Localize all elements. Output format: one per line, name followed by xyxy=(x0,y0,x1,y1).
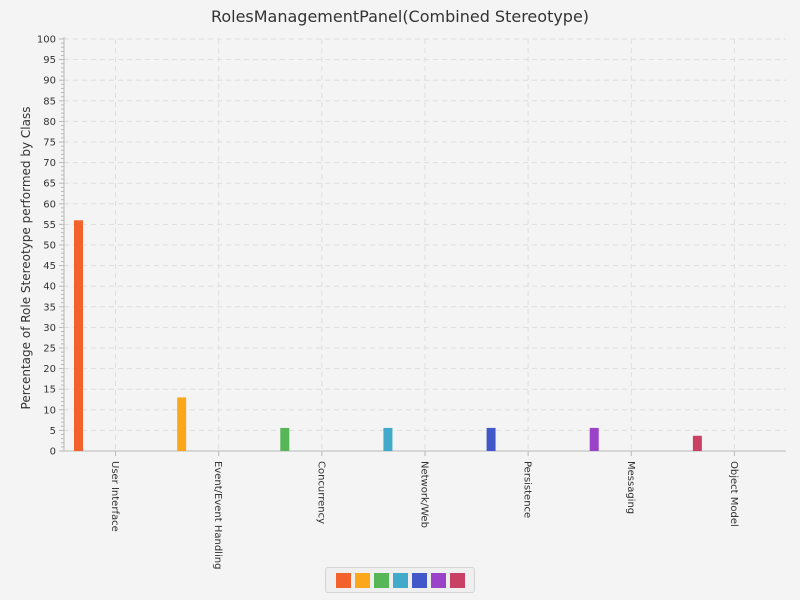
legend-swatch xyxy=(411,572,427,588)
legend-swatch xyxy=(430,572,446,588)
legend-swatch xyxy=(392,572,408,588)
bar xyxy=(692,435,702,451)
y-tick-label: 85 xyxy=(43,96,56,107)
bar xyxy=(589,427,599,451)
y-axis-label: Percentage of Role Stereotype performed … xyxy=(19,107,33,410)
y-tick-label: 15 xyxy=(43,385,56,396)
y-tick-label: 30 xyxy=(43,323,56,334)
legend-swatch xyxy=(335,572,351,588)
bar xyxy=(280,427,290,451)
y-tick-label: 75 xyxy=(43,138,56,149)
y-tick-label: 45 xyxy=(43,261,56,272)
chart-title: RolesManagementPanel(Combined Stereotype… xyxy=(210,7,590,26)
bars xyxy=(74,220,702,451)
y-tick-label: 10 xyxy=(43,405,56,416)
x-tick-label: Network/Web xyxy=(419,461,430,528)
legend-swatch xyxy=(354,572,370,588)
y-tick-label: 25 xyxy=(43,344,56,355)
y-tick-label: 50 xyxy=(43,241,56,252)
x-tick-label: Messaging xyxy=(625,461,636,514)
x-tick-label: User Interface xyxy=(109,461,120,532)
y-tick-label: 95 xyxy=(43,55,56,66)
y-tick-label: 80 xyxy=(43,117,56,128)
axes xyxy=(59,37,786,456)
y-tick-label: 100 xyxy=(37,35,56,46)
y-tick-label: 90 xyxy=(43,76,56,87)
bar xyxy=(383,427,393,451)
bar xyxy=(177,397,187,451)
y-tick-label: 0 xyxy=(50,447,56,458)
y-tick-label: 60 xyxy=(43,199,56,210)
x-tick-label: Event/Event Handling xyxy=(212,461,223,569)
legend xyxy=(325,567,475,593)
y-tick-label: 65 xyxy=(43,179,56,190)
grid-lines xyxy=(64,38,786,451)
x-tick-label: Object Model xyxy=(728,461,739,527)
y-tick-label: 35 xyxy=(43,302,56,313)
y-tick-label: 70 xyxy=(43,158,56,169)
x-tick-label: Persistence xyxy=(522,461,533,518)
legend-swatch xyxy=(373,572,389,588)
x-tick-label: Concurrency xyxy=(315,461,326,524)
legend-swatch xyxy=(449,572,465,588)
bar xyxy=(486,427,496,451)
y-tick-label: 40 xyxy=(43,282,56,293)
bar xyxy=(74,220,83,451)
axis-labels: 0 5 10 15 20 25 30 35 40 45 50 55 60 65 70 75 80 85 90 95 10… xyxy=(37,35,739,570)
y-tick-label: 20 xyxy=(43,364,56,375)
y-tick-label: 5 xyxy=(50,426,56,437)
y-tick-label: 55 xyxy=(43,220,56,231)
